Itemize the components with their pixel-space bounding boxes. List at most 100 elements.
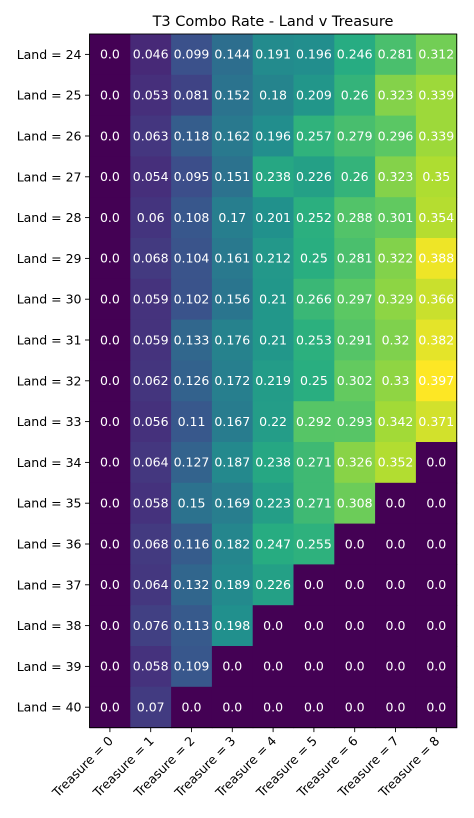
heatmap-cell-label: 0.0 [100, 618, 120, 633]
heatmap-cell-label: 0.0 [426, 496, 446, 511]
heatmap-cell-label: 0.0 [100, 251, 120, 266]
heatmap-cell [375, 401, 417, 443]
heatmap-cell [252, 197, 295, 239]
heatmap-cell-label: 0.064 [133, 455, 169, 470]
heatmap-cell [171, 278, 213, 321]
heatmap-cell [375, 564, 417, 606]
heatmap-cell [130, 197, 172, 239]
heatmap-cell-label: 0.352 [378, 455, 414, 470]
heatmap-cell-label: 0.0 [100, 169, 120, 184]
heatmap-cell-label: 0.169 [214, 496, 250, 511]
heatmap-cell-label: 0.058 [133, 496, 169, 511]
heatmap-cell [375, 482, 417, 525]
heatmap-cell-label: 0.196 [255, 128, 291, 143]
heatmap-cell-label: 0.062 [133, 373, 169, 388]
heatmap-cell-label: 0.21 [259, 292, 287, 307]
heatmap-cell-label: 0.118 [174, 128, 210, 143]
y-tick-label: Land = 26 [17, 129, 82, 144]
heatmap-cell-label: 0.068 [133, 536, 169, 551]
heatmap-cell-label: 0.288 [337, 210, 373, 225]
heatmap-cell-label: 0.312 [418, 47, 454, 62]
heatmap-cell-label: 0.081 [174, 88, 210, 103]
heatmap-cell-label: 0.223 [255, 496, 291, 511]
heatmap-cell [130, 115, 172, 157]
heatmap-cell-label: 0.22 [259, 414, 287, 429]
heatmap-cell-label: 0.33 [382, 373, 410, 388]
heatmap-cell [130, 156, 172, 198]
heatmap-cell-label: 0.0 [345, 577, 365, 592]
heatmap-cell-label: 0.247 [255, 536, 291, 551]
heatmap-cell [171, 401, 213, 443]
heatmap-cell [334, 523, 376, 565]
heatmap-cell [415, 564, 458, 606]
heatmap-cell-label: 0.25 [300, 251, 328, 266]
heatmap-cell-label: 0.226 [296, 169, 332, 184]
heatmap-cell [130, 360, 172, 402]
heatmap-cell [415, 319, 458, 361]
heatmap-cell-label: 0.238 [255, 169, 291, 184]
heatmap-cell [171, 482, 213, 525]
heatmap-cell-label: 0.172 [214, 373, 250, 388]
heatmap-cell-label: 0.323 [378, 88, 414, 103]
y-tick-label: Land = 38 [17, 618, 82, 633]
heatmap-cell [252, 278, 295, 321]
y-tick-label: Land = 33 [17, 414, 82, 429]
heatmap-cell [89, 360, 131, 402]
heatmap-cell-label: 0.113 [174, 618, 210, 633]
heatmap-cell [252, 34, 295, 76]
heatmap-cell-label: 0.068 [133, 251, 169, 266]
heatmap-cell-label: 0.0 [426, 618, 446, 633]
heatmap-cell [130, 646, 172, 688]
y-tick-label: Land = 27 [17, 169, 82, 184]
heatmap-cell [334, 686, 376, 729]
heatmap-cell-label: 0.226 [255, 577, 291, 592]
heatmap-cell-label: 0.191 [255, 47, 291, 62]
heatmap-cell [334, 360, 376, 402]
heatmap-cell [334, 74, 376, 117]
heatmap-cell-label: 0.279 [337, 128, 373, 143]
heatmap-cell-label: 0.116 [174, 536, 210, 551]
heatmap-cell [252, 564, 295, 606]
y-tick-label: Land = 28 [17, 210, 82, 225]
y-tick-label: Land = 29 [17, 251, 82, 266]
heatmap-cell [334, 442, 376, 484]
heatmap-cell-label: 0.109 [174, 659, 210, 674]
heatmap-cell [89, 646, 131, 688]
heatmap-cell [130, 401, 172, 443]
y-axis: Land = 24 Land = 25 Land = 26 Land = 27 Land… [17, 47, 90, 715]
heatmap-cell [89, 74, 131, 117]
heatmap-cell [171, 74, 213, 117]
heatmap-cell-label: 0.0 [100, 700, 120, 715]
heatmap-cell-label: 0.102 [174, 292, 210, 307]
y-tick-label: Land = 37 [17, 577, 82, 592]
heatmap-cell-label: 0.0 [263, 659, 283, 674]
heatmap-cell [293, 156, 335, 198]
heatmap-cell-label: 0.0 [100, 536, 120, 551]
heatmap-cell [293, 278, 335, 321]
heatmap-cell-label: 0.0 [345, 536, 365, 551]
heatmap-cell [293, 115, 335, 157]
heatmap-cell [293, 523, 335, 565]
heatmap-cell [252, 238, 295, 280]
chart-title: T3 Combo Rate - Land v Treasure [152, 14, 394, 30]
heatmap-cell-label: 0.281 [378, 47, 414, 62]
heatmap-cell [130, 34, 172, 76]
heatmap-cell-label: 0.0 [386, 700, 406, 715]
heatmap-cell-label: 0.152 [214, 88, 250, 103]
heatmap-cell-label: 0.127 [174, 455, 210, 470]
heatmap-cell [293, 319, 335, 361]
heatmap-cell [252, 74, 295, 117]
heatmap-cell [293, 401, 335, 443]
heatmap-cell-label: 0.339 [418, 88, 454, 103]
heatmap-cell [211, 319, 254, 361]
heatmap-cell [293, 564, 335, 606]
heatmap-cell [252, 686, 295, 729]
heatmap-cell [293, 686, 335, 729]
heatmap-cell-label: 0.271 [296, 455, 332, 470]
heatmap-cell [334, 278, 376, 321]
heatmap-cell [415, 156, 458, 198]
heatmap-cell-label: 0.26 [341, 88, 369, 103]
heatmap-cell [89, 156, 131, 198]
heatmap-cell-label: 0.301 [378, 210, 414, 225]
